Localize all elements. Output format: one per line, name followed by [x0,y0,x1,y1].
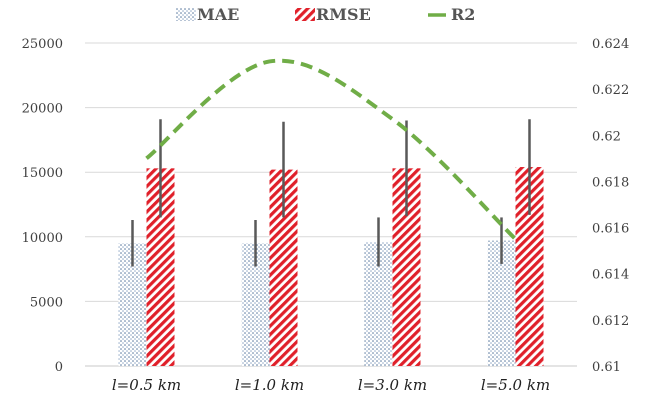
legend: MAE RMSE R2 [176,5,475,24]
legend-label-r2: R2 [451,5,475,24]
y-left-tick-label: 15000 [22,166,63,181]
y-right-tick-label: 0.618 [592,175,629,190]
category-label: l=5.0 km [481,376,550,394]
category-label: l=0.5 km [112,376,181,394]
y-right-tick-label: 0.61 [592,360,621,375]
legend-label-rmse: RMSE [316,5,371,24]
category-label: l=3.0 km [358,376,427,394]
r2-line-path [145,58,517,241]
y-right-tick-label: 0.616 [592,222,629,237]
y-right-tick-label: 0.62 [592,129,621,144]
y-left-tick-label: 20000 [22,102,63,117]
legend-swatch-mae [176,8,196,21]
category-label: l=1.0 km [235,376,304,394]
y-left-tick-label: 0 [55,360,63,375]
y-left-tick-label: 10000 [22,231,63,246]
legend-swatch-rmse [295,8,315,21]
y-right-tick-label: 0.622 [592,83,629,98]
y-right-tick-label: 0.614 [592,268,629,283]
bars [118,167,544,366]
category-labels: l=0.5 km l=1.0 km l=3.0 km l=5.0 km [112,376,550,394]
y-right-tick-label: 0.612 [592,314,629,329]
left-axis-ticks: 0 5000 10000 15000 20000 25000 [22,37,63,375]
y-right-tick-label: 0.624 [592,37,629,52]
y-left-tick-label: 5000 [30,295,63,310]
right-axis-ticks: 0.61 0.612 0.614 0.616 0.618 0.62 0.622 0.624 [592,37,629,375]
legend-label-mae: MAE [197,5,239,24]
r2-line [145,58,517,241]
y-left-tick-label: 25000 [22,37,63,52]
error-bars [131,119,531,267]
